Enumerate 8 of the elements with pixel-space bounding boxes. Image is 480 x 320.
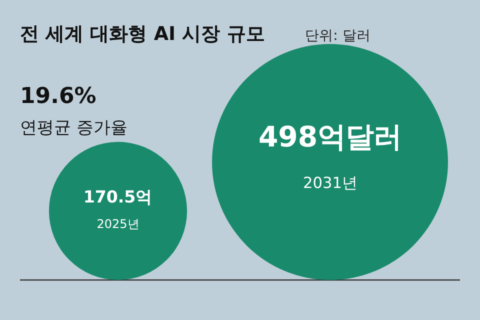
text: 단위: 달러 (305, 28, 370, 44)
category-label: 2031년 (302, 174, 358, 192)
data-label: 498억달러 (258, 120, 402, 154)
text: 전 세계 대화형 AI 시장 규모 (20, 23, 265, 45)
data-label: 170.5억 (83, 187, 153, 206)
text: 19.6% (20, 84, 96, 109)
category-label: 2025년 (96, 217, 140, 232)
text: 연평균 증가율 (20, 118, 128, 138)
